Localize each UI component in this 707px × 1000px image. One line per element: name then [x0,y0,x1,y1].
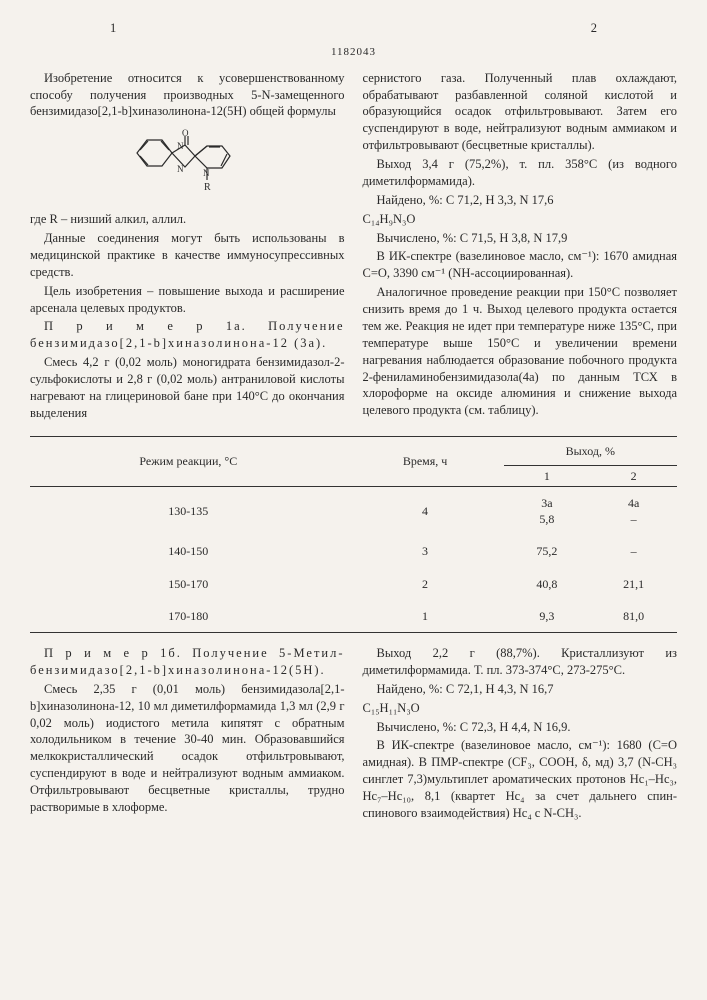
right-p1: сернистого газа. Полученный плав охлажда… [363,70,678,154]
found-1b: Найдено, %: С 72,1, Н 4,3, N 16,7 [363,681,678,698]
goal-paragraph: Цель изобретения – повышение выхода и ра… [30,283,345,317]
table-header-row: Режим реакции, °С Время, ч Выход, % [30,436,677,465]
where-clause: где R – низший алкил, аллил. [30,211,345,228]
bottom-right-column: Выход 2,2 г (88,7%). Кристаллизуют из ди… [363,645,678,824]
table-row: 140-150 3 75,2 – [30,535,677,567]
svg-text:O: O [182,128,189,138]
calc-line: Вычислено, %: С 71,5, Н 3,8, N 17,9 [363,230,678,247]
formula-1b: C₁₅H₁₁N₃O [363,700,678,717]
col-time: Время, ч [347,436,504,486]
formula-line: C₁₄H₉N₃O [363,211,678,228]
example-1b-title: П р и м е р 1б. Получение 5-Метил-бензим… [30,645,345,679]
ir-line: В ИК-спектре (вазелиновое масло, см⁻¹): … [363,248,678,282]
bottom-columns: П р и м е р 1б. Получение 5-Метил-бензим… [30,645,677,824]
col-yield: Выход, % [504,436,677,465]
table-body: 130-135 4 3а 5,8 4а – 140-150 3 75,2 – 1… [30,487,677,633]
page-right: 2 [591,20,597,37]
page-left: 1 [110,20,116,37]
sub-2: 2 [590,465,677,486]
top-columns: Изобретение относится к усовершенствован… [30,70,677,424]
sub-1: 1 [504,465,591,486]
yield-1b: Выход 2,2 г (88,7%). Кристаллизуют из ди… [363,645,678,679]
right-p2: Аналогичное проведение реакции при 150°С… [363,284,678,419]
chemical-structure: O N N N R [30,128,345,203]
intro-paragraph: Изобретение относится к усовершенствован… [30,70,345,121]
table-row: 130-135 4 3а 5,8 4а – [30,487,677,536]
ir-1b: В ИК-спектре (вазелиновое масло, см⁻¹): … [363,737,678,821]
left-column: Изобретение относится к усовершенствован… [30,70,345,424]
found-line: Найдено, %: С 71,2, Н 3,3, N 17,6 [363,192,678,209]
svg-text:N: N [177,164,184,174]
example-1a-title: П р и м е р 1а. Получение бензимидазо[2,… [30,318,345,352]
page-numbers: 1 2 [30,20,677,37]
yield-line: Выход 3,4 г (75,2%), т. пл. 358°С (из во… [363,156,678,190]
example-1b-body: Смесь 2,35 г (0,01 моль) бензимидазола[2… [30,681,345,816]
table-row: 150-170 2 40,8 21,1 [30,568,677,600]
usage-paragraph: Данные соединения могут быть использован… [30,230,345,281]
reaction-table: Режим реакции, °С Время, ч Выход, % 1 2 … [30,436,677,633]
document-number: 1182043 [30,45,677,60]
svg-text:R: R [204,182,211,193]
bottom-left-column: П р и м е р 1б. Получение 5-Метил-бензим… [30,645,345,824]
benzimidazo-structure-icon: O N N N R [127,128,247,198]
col-regime: Режим реакции, °С [30,436,347,486]
right-column: сернистого газа. Полученный плав охлажда… [363,70,678,424]
calc-1b: Вычислено, %: С 72,3, Н 4,4, N 16,9. [363,719,678,736]
example-1a-body: Смесь 4,2 г (0,02 моль) моногидрата бенз… [30,354,345,422]
table-row: 170-180 1 9,3 81,0 [30,600,677,633]
svg-text:N: N [177,141,184,151]
